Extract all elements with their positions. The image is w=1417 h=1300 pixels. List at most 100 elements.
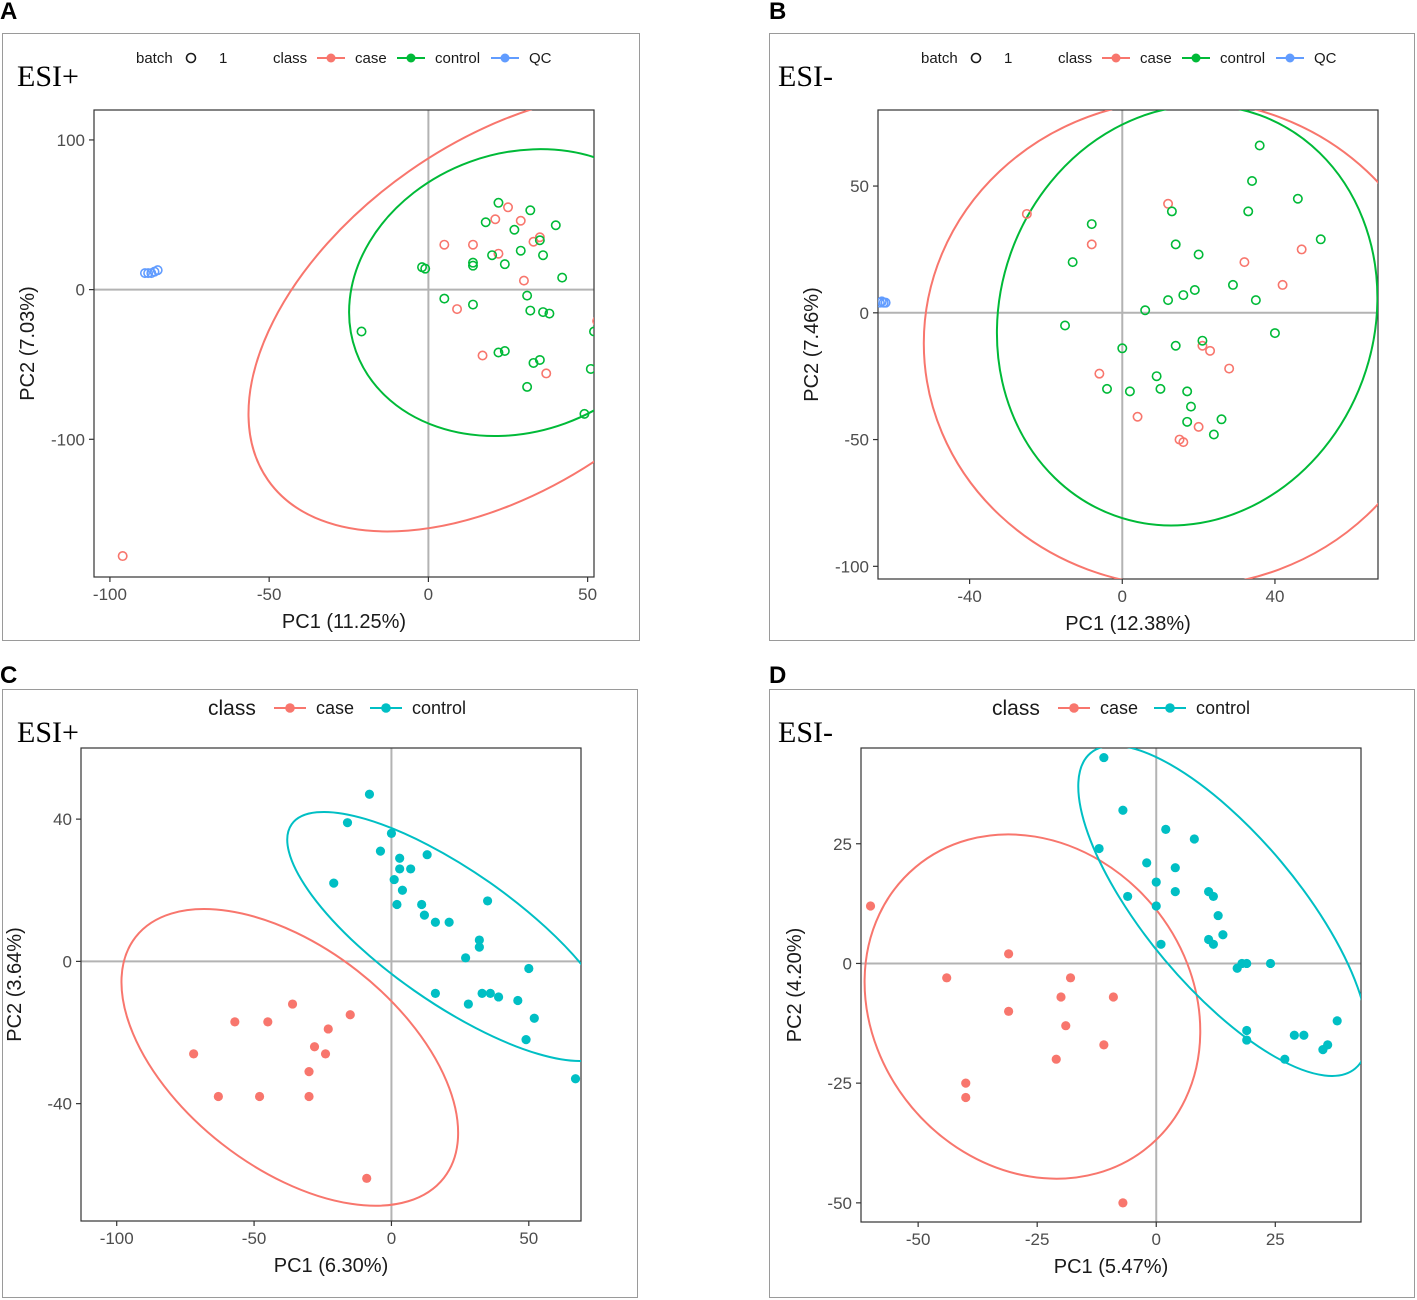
point-case [93, 704, 102, 713]
x-axis-title: PC1 (5.47%) [1054, 1256, 1169, 1278]
point-control [1185, 401, 1196, 412]
point-case [452, 304, 463, 315]
legend-batch-title: batch [136, 50, 173, 67]
point-control [513, 995, 523, 1006]
point-case [541, 368, 552, 379]
x-tick-label: -50 [257, 585, 282, 604]
point-control [589, 326, 594, 337]
point-control [389, 874, 399, 885]
x-tick-label: 50 [519, 1229, 538, 1248]
point-control [493, 347, 504, 358]
point-control [528, 357, 539, 368]
ellipse-case [922, 110, 1378, 579]
legend-dot-control [406, 53, 416, 63]
y-tick-label: -25 [827, 1074, 852, 1093]
point-case [287, 999, 298, 1009]
point-control [1193, 249, 1204, 260]
point-control [1242, 1025, 1252, 1036]
point-case [362, 1173, 372, 1183]
point-control [467, 257, 478, 268]
legend-batch-title: batch [921, 50, 958, 67]
legend-label-case: case [1100, 698, 1138, 718]
point-case [1277, 279, 1288, 290]
x-tick-label: 0 [424, 585, 433, 604]
ellipse-case [120, 908, 460, 1207]
point-control [1161, 824, 1171, 834]
point-control [1218, 930, 1228, 940]
point-control [1189, 284, 1200, 295]
point-case [345, 1010, 355, 1020]
y-tick-label: 25 [833, 835, 852, 854]
plot-title: ESI- [778, 60, 833, 93]
ellipse-case [247, 110, 594, 533]
point-control [525, 205, 536, 216]
plot-area [878, 110, 1378, 579]
point-control [538, 250, 549, 261]
x-tick-label: 0 [1118, 587, 1127, 606]
point-control [1269, 328, 1280, 339]
point-control [544, 308, 555, 319]
point-control [364, 789, 375, 799]
legend-dot-qc [500, 53, 510, 63]
point-case [534, 232, 545, 243]
y-tick-label: 0 [63, 952, 72, 971]
legend-label-qc: QC [529, 50, 552, 67]
point-control [477, 988, 487, 998]
y-axis-title: PC2 (3.64%) [4, 927, 26, 1042]
point-control [1182, 416, 1193, 427]
point-qc [878, 297, 885, 308]
point-control [1242, 958, 1252, 969]
point-control [395, 853, 405, 863]
point-control [1332, 1016, 1342, 1026]
point-control [557, 272, 568, 283]
point-control [1117, 343, 1128, 354]
point-case [961, 1078, 971, 1088]
legend-batch-label: 1 [219, 50, 227, 67]
point-control [538, 307, 549, 318]
point-control [1170, 863, 1180, 873]
point-case [254, 1091, 265, 1102]
point-control [493, 197, 504, 208]
point-control [1250, 295, 1261, 306]
point-control [534, 235, 545, 246]
point-control [375, 846, 386, 856]
point-qc [152, 265, 163, 276]
legend-dot-control [381, 703, 391, 713]
x-tick-label: 50 [578, 585, 597, 604]
panel-label-d: D [769, 662, 787, 689]
point-case [942, 973, 952, 983]
y-axis-title: PC2 (4.20%) [784, 928, 806, 1043]
point-case [477, 350, 488, 361]
legend-label-case: case [355, 50, 387, 67]
point-control [522, 290, 533, 301]
x-tick-label: 0 [1152, 1230, 1161, 1249]
legend-class-title: class [273, 50, 307, 67]
point-control [392, 899, 402, 910]
point-control [1289, 1030, 1299, 1040]
plot-title: ESI- [778, 716, 833, 749]
x-axis-title: PC1 (6.30%) [274, 1255, 389, 1277]
point-control [1243, 206, 1254, 217]
point-control [1227, 279, 1238, 290]
point-control [524, 963, 534, 974]
point-case [515, 215, 526, 226]
point-case [117, 551, 128, 562]
point-control [1086, 219, 1097, 230]
point-case [439, 239, 450, 250]
point-case [1086, 239, 1097, 250]
point-case [1108, 992, 1118, 1002]
y-axis-title: PC2 (7.03%) [17, 286, 39, 401]
point-case [1239, 257, 1250, 268]
point-control [417, 899, 427, 910]
point-case [1061, 1021, 1071, 1031]
point-control [406, 864, 416, 874]
point-control [439, 293, 450, 304]
point-control [1151, 877, 1161, 887]
point-control [1254, 140, 1265, 151]
point-control [1213, 910, 1223, 921]
point-case [1193, 421, 1204, 432]
point-case [1099, 1040, 1109, 1050]
point-control [467, 260, 478, 271]
plot-frame [877, 109, 1379, 580]
point-control [1208, 891, 1218, 902]
